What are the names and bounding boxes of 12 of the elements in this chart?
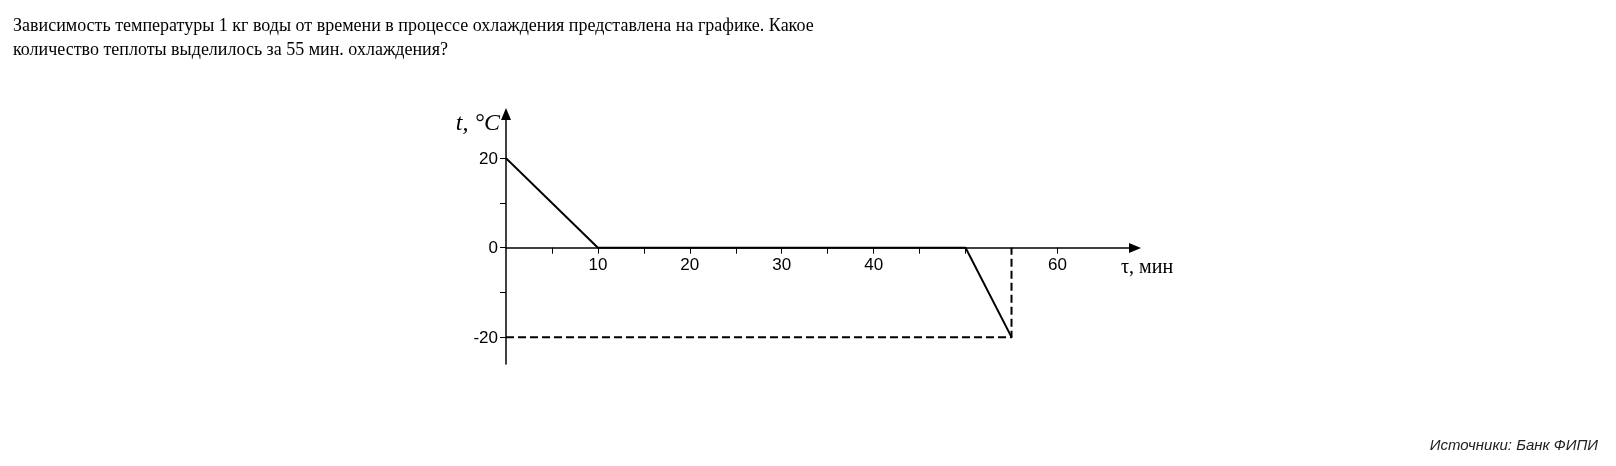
x-tick-label: 30 xyxy=(772,254,792,274)
text: Источники: Банк ФИПИ xyxy=(1429,436,1599,453)
x-axis-title: τ, мин xyxy=(1121,254,1174,277)
y-tick-label: -20 xyxy=(473,327,498,347)
y-tick-label: 20 xyxy=(479,148,498,168)
chart-title: Зависимость температуры 1 кг воды от времени в процессе охлаждения представлена на графике. Какое количество теплоты выделилось за 55 мин. охлаждения? xyxy=(13,15,819,59)
y-tick-label: 0 xyxy=(488,238,498,258)
x-tick-label: 40 xyxy=(864,254,884,274)
x-tick-label: 10 xyxy=(588,254,608,274)
x-tick-label: 20 xyxy=(680,254,700,274)
y-axis-title: t, °C xyxy=(455,109,501,135)
x-tick-label: 60 xyxy=(1048,254,1067,274)
